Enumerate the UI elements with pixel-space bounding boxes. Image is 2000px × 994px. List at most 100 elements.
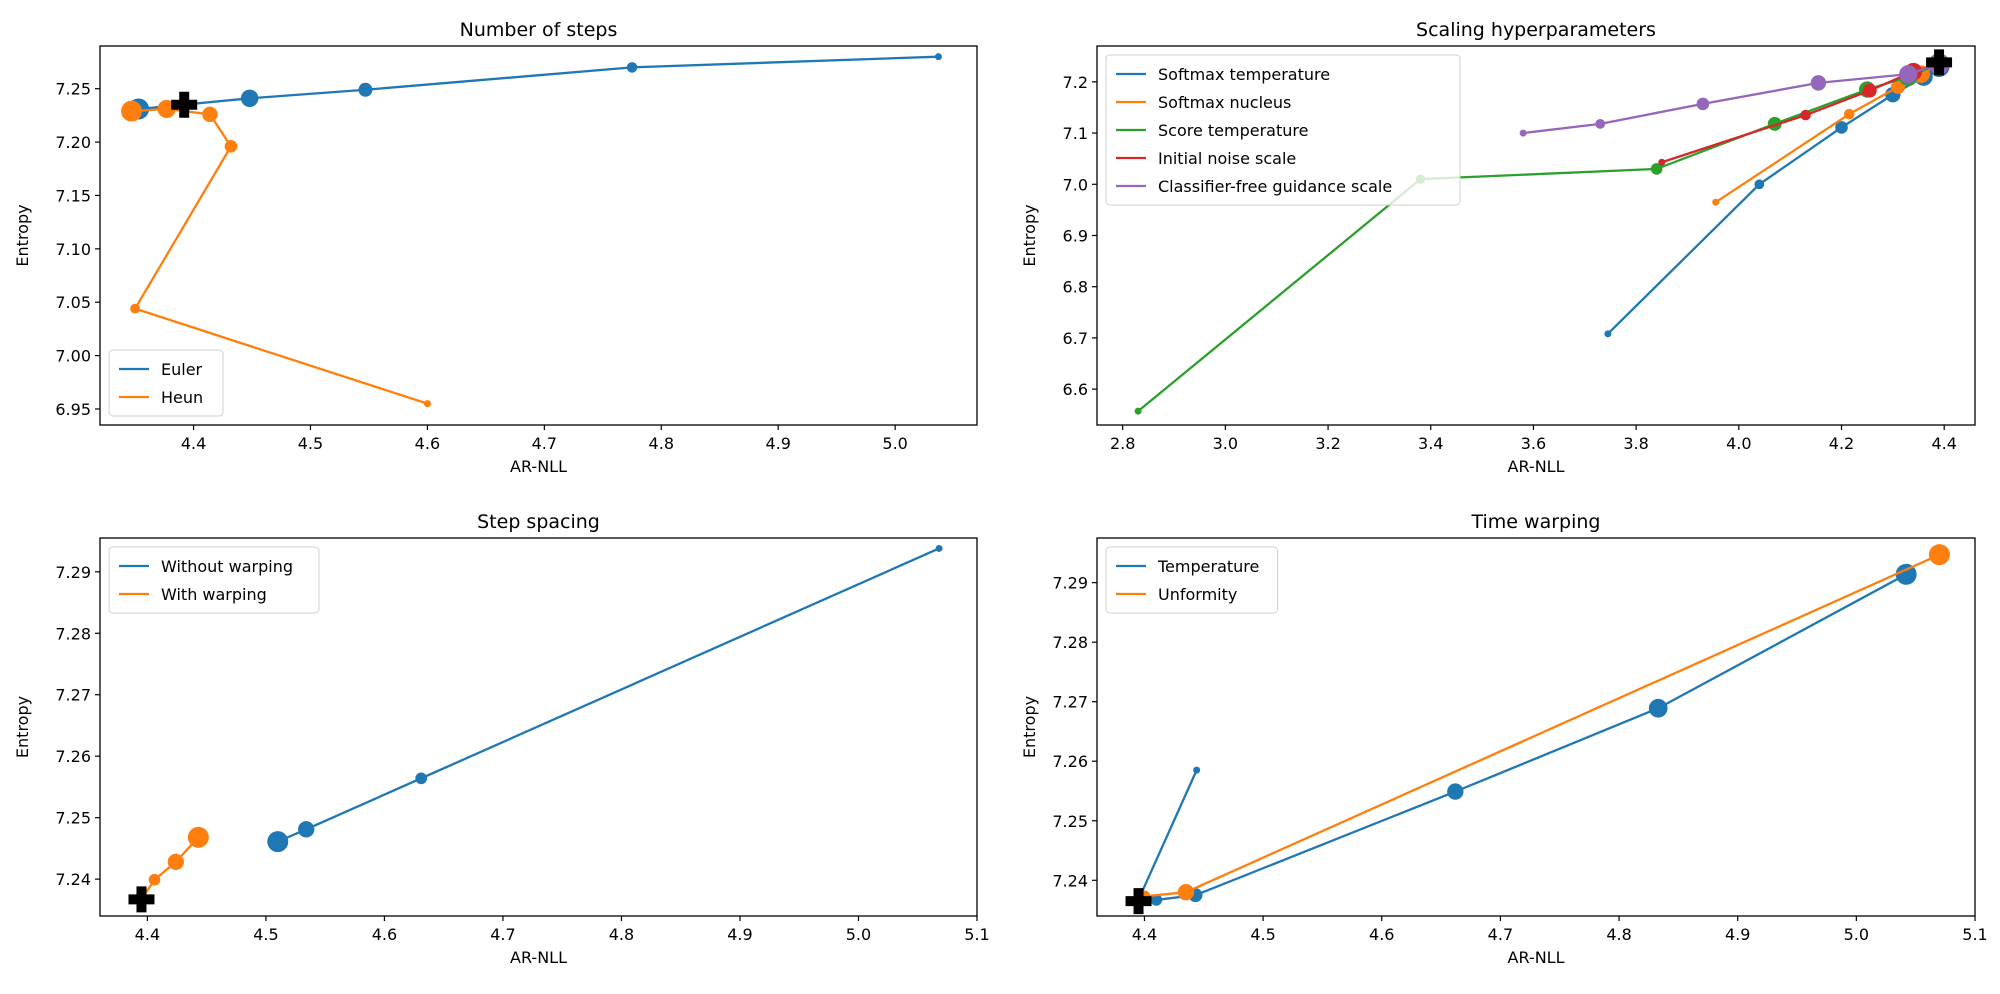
series-line <box>277 547 940 843</box>
reference-plus-marker <box>1125 888 1152 915</box>
x-tick-label: 4.9 <box>1725 925 1750 944</box>
y-tick-label: 7.25 <box>55 80 91 99</box>
legend-label: Heun <box>161 388 203 407</box>
data-point <box>240 89 259 108</box>
x-tick-label: 5.1 <box>1962 925 1987 944</box>
x-tick-label: 4.6 <box>372 925 397 944</box>
x-tick-label: 4.4 <box>1931 434 1956 453</box>
x-tick-label: 2.8 <box>1110 434 1135 453</box>
data-point <box>423 400 431 408</box>
data-point <box>1177 884 1195 901</box>
data-point <box>298 821 315 838</box>
legend-label: Softmax nucleus <box>1158 93 1291 112</box>
legend-frame <box>1105 546 1279 614</box>
y-tick-label: 7.29 <box>55 563 91 582</box>
series-line <box>1138 573 1907 902</box>
data-point <box>1843 108 1855 120</box>
legend-label: Unformity <box>1158 585 1237 604</box>
data-point <box>935 544 943 552</box>
data-point <box>1193 766 1201 774</box>
x-tick-label: 4.2 <box>1829 434 1854 453</box>
data-point <box>167 853 185 871</box>
legend-frame <box>1105 54 1461 206</box>
legend-label: Classifier-free guidance scale <box>1158 177 1392 196</box>
data-point <box>1895 563 1917 585</box>
plot-area <box>128 544 943 913</box>
y-tick-label: 7.28 <box>55 624 91 643</box>
y-tick-label: 7.27 <box>1052 693 1088 712</box>
y-tick-label: 7.29 <box>1052 574 1088 593</box>
x-axis-label: AR-NLL <box>1508 457 1565 476</box>
series-temperature <box>1135 563 1917 906</box>
chart-title: Step spacing <box>477 511 600 533</box>
plot-area <box>1125 544 1950 915</box>
axes-frame <box>1096 45 1976 426</box>
legend-label: Temperature <box>1157 557 1259 576</box>
data-point <box>1134 407 1142 415</box>
y-tick-label: 7.26 <box>1052 752 1088 771</box>
series-line <box>1607 65 1940 335</box>
x-tick-label: 3.6 <box>1521 434 1546 453</box>
y-tick-label: 7.05 <box>55 293 91 312</box>
x-tick-label: 4.7 <box>1488 925 1513 944</box>
y-tick-label: 6.7 <box>1063 329 1088 348</box>
y-tick-label: 7.24 <box>1052 871 1088 890</box>
y-tick-label: 7.0 <box>1063 175 1088 194</box>
series-softmax-temperature <box>1604 55 1950 338</box>
legend: Temperature Unformity <box>1105 546 1279 614</box>
x-tick-label: 4.4 <box>1132 925 1157 944</box>
y-axis-label: Entropy <box>13 696 32 758</box>
series-heun <box>121 99 431 408</box>
data-point <box>1519 129 1527 137</box>
x-tick-label: 5.0 <box>846 925 871 944</box>
data-point <box>187 826 209 848</box>
legend: Softmax temperature Softmax nucleus Score … <box>1105 54 1461 206</box>
data-point <box>1928 544 1950 566</box>
data-point <box>1862 83 1877 98</box>
series-line <box>138 55 939 111</box>
data-point <box>267 831 289 853</box>
data-point <box>1712 198 1720 206</box>
x-axis-label: AR-NLL <box>510 457 567 476</box>
plot-area <box>121 53 942 408</box>
data-point <box>1595 118 1606 129</box>
data-point <box>1800 109 1811 121</box>
y-tick-label: 7.24 <box>55 870 91 889</box>
x-tick-label: 4.9 <box>765 434 790 453</box>
chart-title: Scaling hyperparameters <box>1416 19 1656 41</box>
x-tick-label: 4.4 <box>135 925 160 944</box>
data-point <box>224 140 238 153</box>
data-point <box>1890 79 1905 94</box>
data-point <box>1810 75 1827 91</box>
series-without-warping <box>267 544 943 853</box>
legend-frame <box>108 349 224 417</box>
x-tick-label: 5.0 <box>882 434 907 453</box>
data-point <box>1150 894 1163 906</box>
legend-label: Initial noise scale <box>1158 149 1296 168</box>
y-axis-label: Entropy <box>13 204 32 266</box>
data-point <box>1648 698 1668 718</box>
legend-label: With warping <box>161 585 267 604</box>
y-tick-label: 7.25 <box>55 809 91 828</box>
x-tick-label: 3.8 <box>1623 434 1648 453</box>
x-axis-label: AR-NLL <box>1508 948 1565 967</box>
y-tick-label: 6.9 <box>1063 227 1088 246</box>
chart-title: Time warping <box>1471 511 1601 533</box>
series-with-warping <box>137 826 209 903</box>
y-tick-label: 7.27 <box>55 686 91 705</box>
legend-label: Score temperature <box>1158 121 1308 140</box>
reference-plus-marker <box>1926 49 1953 76</box>
subplot-2: Scaling hyperparameters 2.8 3.0 3.2 3.4 3.6 3.… <box>1020 19 1976 476</box>
data-point <box>1604 330 1612 338</box>
x-tick-label: 5.0 <box>1844 925 1869 944</box>
x-tick-label: 4.7 <box>532 434 557 453</box>
data-point <box>934 53 942 61</box>
data-point <box>626 62 638 73</box>
x-tick-label: 4.4 <box>181 434 206 453</box>
y-tick-label: 7.2 <box>1063 73 1088 92</box>
data-point <box>1835 121 1848 134</box>
legend-label: Euler <box>161 360 203 379</box>
x-tick-label: 3.0 <box>1213 434 1238 453</box>
data-point <box>1696 97 1710 111</box>
x-tick-label: 3.2 <box>1315 434 1340 453</box>
